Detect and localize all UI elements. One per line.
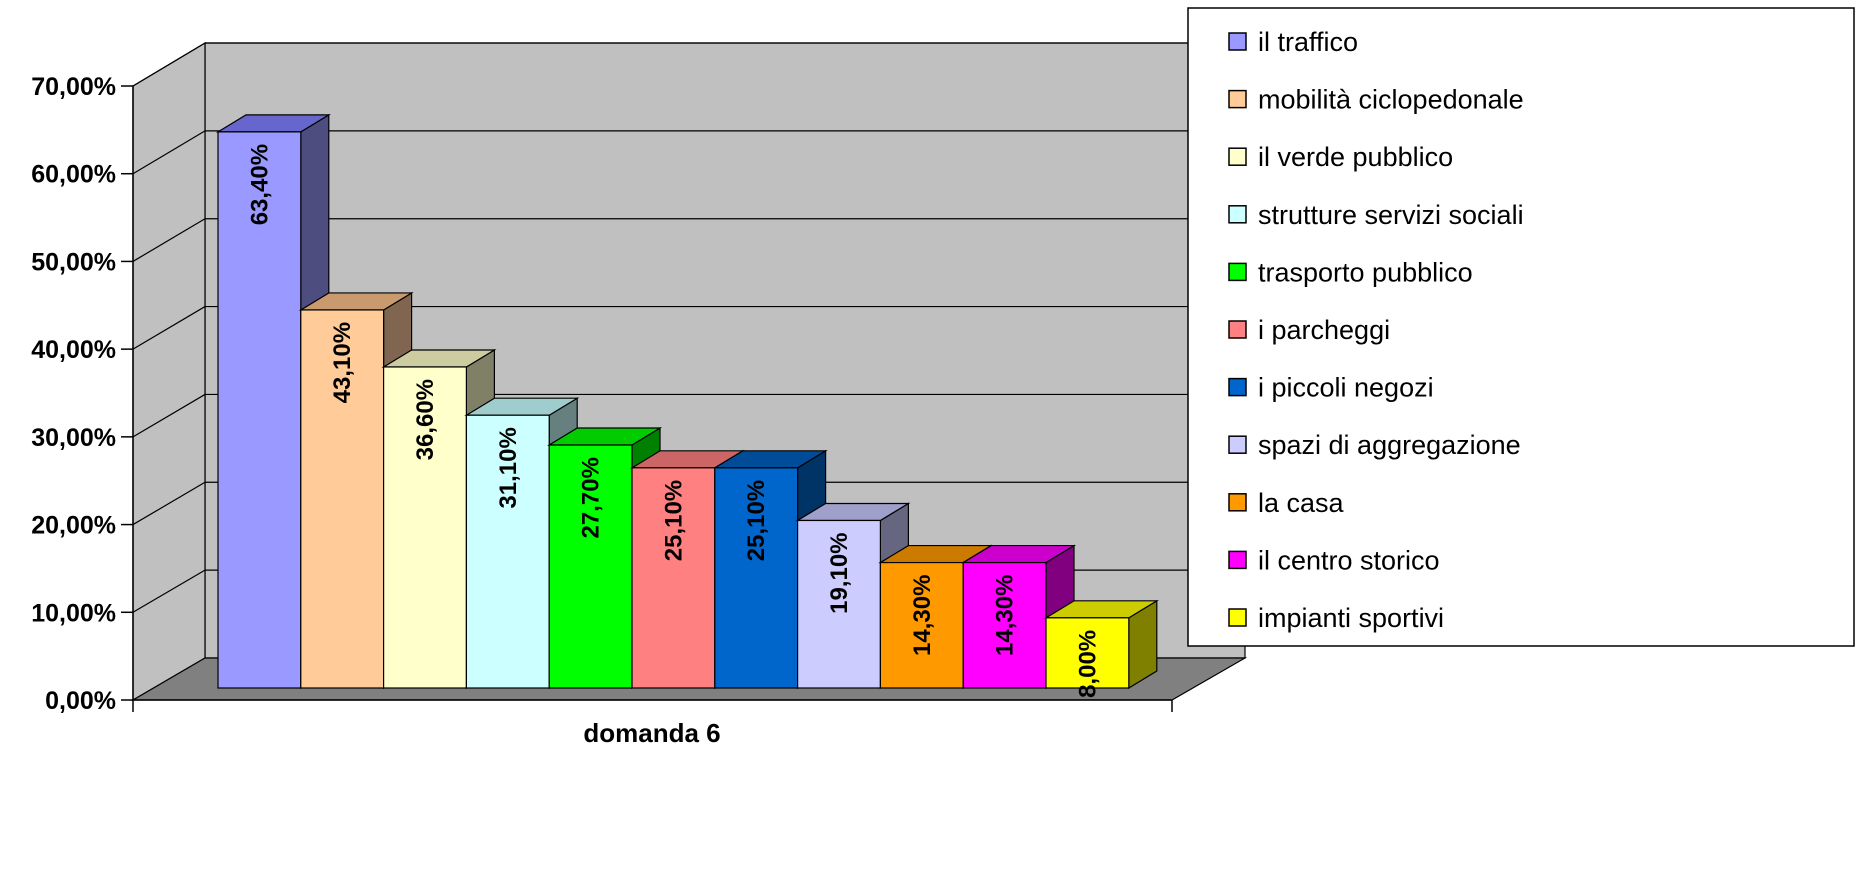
legend-item: mobilità ciclopedonale bbox=[1228, 85, 1524, 115]
y-tick-label: 0,00% bbox=[45, 687, 116, 715]
bar-front bbox=[300, 309, 385, 689]
legend-item: il centro storico bbox=[1228, 545, 1440, 575]
legend-label: strutture servizi sociali bbox=[1258, 200, 1524, 230]
y-tick-label: 60,00% bbox=[31, 161, 116, 189]
legend-swatch bbox=[1228, 377, 1247, 397]
legend-label: i parcheggi bbox=[1258, 315, 1390, 345]
legend-item: strutture servizi sociali bbox=[1228, 200, 1524, 230]
bar-front bbox=[217, 131, 302, 689]
legend-label: il verde pubblico bbox=[1258, 142, 1453, 172]
legend-item: i parcheggi bbox=[1228, 315, 1390, 345]
bar-front bbox=[465, 414, 550, 689]
bar: 63,40% bbox=[215, 113, 331, 690]
data-label: 14,30% bbox=[909, 575, 936, 656]
bar-front bbox=[631, 467, 716, 689]
gridline-side bbox=[132, 306, 206, 350]
legend-swatch bbox=[1228, 435, 1247, 454]
data-label: 25,10% bbox=[743, 480, 770, 561]
legend-label: trasporto pubblico bbox=[1258, 257, 1473, 287]
legend-box bbox=[1187, 7, 1855, 647]
data-label: 19,10% bbox=[826, 532, 853, 613]
legend-item: impianti sportivi bbox=[1228, 603, 1444, 633]
legend-item: il verde pubblico bbox=[1228, 142, 1453, 172]
legend-label: i piccoli negozi bbox=[1258, 373, 1434, 403]
bar-front bbox=[548, 444, 633, 689]
legend-label: il traffico bbox=[1258, 27, 1358, 57]
legend-swatch bbox=[1228, 493, 1247, 512]
legend-swatch bbox=[1228, 32, 1247, 51]
y-tick-label: 50,00% bbox=[31, 248, 116, 276]
gridline-side bbox=[132, 42, 206, 87]
legend-item: la casa bbox=[1228, 488, 1345, 518]
bars: 63,40% 43,10% 36,60% 31,10% 27,70% 25,10% 25,1… bbox=[215, 113, 1159, 698]
x-axis-label: domanda 6 bbox=[583, 718, 720, 748]
x-axis: domanda 6 bbox=[132, 699, 1173, 748]
legend-item: i piccoli negozi bbox=[1228, 373, 1434, 403]
bar-front bbox=[714, 467, 799, 689]
legend-swatch bbox=[1228, 608, 1247, 627]
legend-swatch bbox=[1228, 550, 1247, 570]
legend-item: trasporto pubblico bbox=[1228, 257, 1473, 287]
legend-label: impianti sportivi bbox=[1258, 603, 1444, 633]
data-label: 14,30% bbox=[992, 575, 1019, 656]
legend-swatch bbox=[1228, 262, 1247, 282]
legend-swatch bbox=[1228, 320, 1247, 339]
data-label: 43,10% bbox=[329, 322, 356, 403]
legend-item: il traffico bbox=[1228, 27, 1358, 57]
legend-item: spazi di aggregazione bbox=[1228, 430, 1521, 460]
gridline-side bbox=[132, 393, 206, 438]
data-label: 27,70% bbox=[578, 457, 605, 538]
bar-front bbox=[879, 561, 964, 689]
legend: il traffico mobilità ciclopedonale il verd… bbox=[1187, 7, 1855, 647]
y-tick-label: 20,00% bbox=[31, 512, 116, 540]
gridline-side bbox=[132, 569, 206, 613]
y-tick-label: 70,00% bbox=[31, 73, 116, 101]
gridline-side bbox=[132, 481, 206, 526]
bar-front bbox=[383, 366, 468, 689]
data-label: 31,10% bbox=[495, 427, 522, 508]
y-tick-label: 10,00% bbox=[31, 599, 116, 627]
y-tick-label: 30,00% bbox=[31, 424, 116, 452]
y-axis: 0,00% 10,00% 20,00% 30,00% 40,00% 50,00% 60,00… bbox=[31, 73, 134, 715]
legend-swatch bbox=[1228, 89, 1247, 109]
legend-swatch bbox=[1228, 147, 1247, 166]
gridline-side bbox=[132, 130, 206, 175]
bar: 8,00% bbox=[1043, 599, 1159, 698]
legend-label: spazi di aggregazione bbox=[1258, 430, 1521, 460]
legend-label: mobilità ciclopedonale bbox=[1258, 85, 1524, 115]
data-label: 8,00% bbox=[1074, 630, 1101, 698]
bar-front bbox=[1045, 617, 1130, 689]
data-label: 63,40% bbox=[246, 144, 273, 225]
bar-front bbox=[796, 519, 881, 689]
legend-label: la casa bbox=[1258, 488, 1345, 518]
legend-swatch bbox=[1228, 205, 1247, 224]
legend-label: il centro storico bbox=[1258, 545, 1440, 575]
side-wall bbox=[132, 41, 206, 702]
gridline-side bbox=[132, 218, 206, 262]
y-tick-label: 40,00% bbox=[31, 336, 116, 364]
data-label: 36,60% bbox=[412, 379, 439, 460]
data-label: 25,10% bbox=[660, 480, 687, 561]
